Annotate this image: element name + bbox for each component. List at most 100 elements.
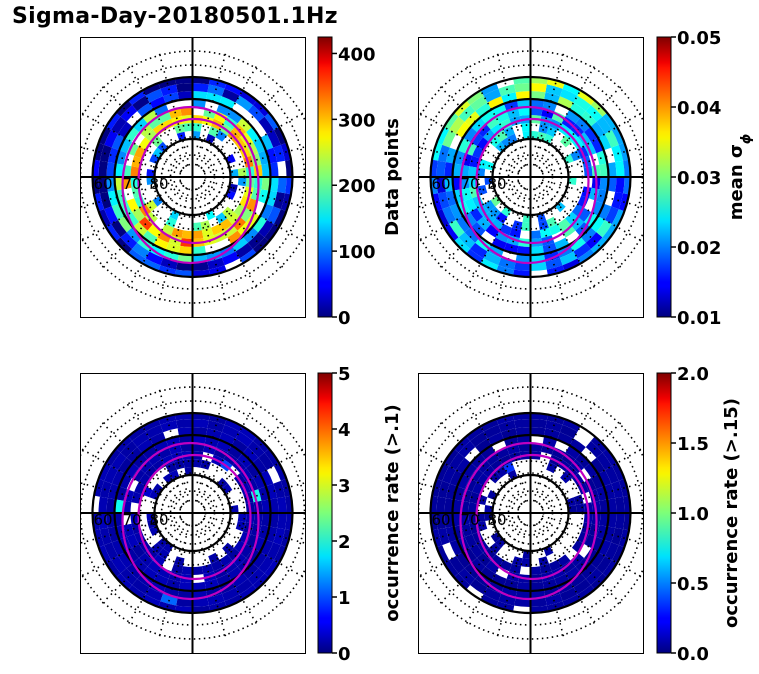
- heatmap-cell: [470, 431, 488, 448]
- heatmap-cell: [483, 465, 496, 479]
- heatmap-cell: [591, 474, 604, 490]
- heatmap-cell: [180, 107, 193, 116]
- heatmap-cell: [106, 513, 116, 528]
- heatmap-cell: [436, 177, 446, 194]
- panel-frame: [418, 37, 644, 318]
- heatmap-cell: [119, 474, 132, 490]
- colorbar-tick-label: 5: [338, 364, 351, 385]
- heatmap-cell: [122, 177, 132, 190]
- heatmap-cell: [539, 563, 552, 575]
- heatmap-cell: [571, 540, 585, 553]
- latitude-label: 70: [123, 511, 142, 529]
- heatmap-cell: [192, 597, 209, 608]
- heatmap-cell: [132, 242, 150, 259]
- meridian-dotted-line: [495, 385, 529, 502]
- heatmap-cell: [160, 593, 178, 606]
- heatmap-cell: [562, 419, 581, 432]
- heatmap-cell: [607, 513, 617, 528]
- meridian-dotted-line: [495, 49, 529, 166]
- colorbar-tick-label: 3: [338, 476, 351, 497]
- heatmap-cell: [602, 560, 618, 578]
- heatmap-cell: [485, 452, 500, 466]
- heatmap-cell: [123, 523, 135, 537]
- heatmap-cell: [495, 212, 508, 224]
- heatmap-cell: [436, 209, 450, 227]
- heatmap-cell: [157, 548, 170, 560]
- heatmap-cell: [530, 427, 546, 437]
- heatmap-cell: [273, 144, 286, 163]
- heatmap-cell: [456, 216, 471, 233]
- heatmap-cell: [128, 426, 146, 441]
- auroral-oval-outer: [121, 441, 260, 601]
- heatmap-cell: [277, 177, 287, 194]
- heatmap-cell: [201, 563, 214, 575]
- heatmap-cell: [615, 160, 625, 177]
- heatmap-cell: [598, 539, 612, 556]
- heatmap-cell: [530, 566, 542, 576]
- heatmap-cell: [596, 556, 612, 574]
- heatmap-cell: [437, 480, 450, 499]
- heatmap-cell: [179, 245, 193, 255]
- heatmap-cell: [468, 502, 478, 513]
- heatmap-cell: [444, 498, 454, 513]
- heatmap-cell: [104, 130, 118, 148]
- heatmap-cell: [267, 542, 281, 560]
- colorbar-tick-label: 2: [338, 532, 351, 553]
- auroral-oval-inner: [475, 453, 590, 581]
- heatmap-cell: [142, 230, 158, 245]
- heatmap-cell: [515, 427, 531, 437]
- heatmap-cell: [575, 503, 585, 513]
- meridian-dotted-line: [463, 522, 526, 628]
- heatmap-cell: [145, 88, 164, 103]
- heatmap-cell: [104, 466, 118, 484]
- heatmap-cell: [518, 107, 531, 116]
- meridian-dotted-line: [80, 518, 183, 579]
- heatmap-cell: [483, 129, 496, 143]
- heatmap-cell: [224, 419, 243, 432]
- heatmap-cell: [153, 439, 169, 453]
- heatmap-cell: [611, 127, 625, 145]
- heatmap-cell: [509, 227, 522, 239]
- heatmap-cell: [443, 560, 459, 578]
- heatmap-cell: [457, 138, 470, 154]
- heatmap-cell: [267, 130, 281, 148]
- heatmap-cell: [239, 249, 257, 264]
- heatmap-cell: [179, 581, 193, 591]
- heatmap-cell: [470, 453, 486, 468]
- heatmap-cell: [149, 244, 166, 258]
- heatmap-cell: [468, 166, 478, 177]
- heatmap-cell: [484, 513, 494, 521]
- heatmap-cell: [128, 90, 146, 105]
- heatmap-cell: [216, 573, 232, 587]
- meridian-dotted-line: [80, 482, 182, 511]
- heatmap-cell: [436, 513, 446, 530]
- heatmap-cell: [530, 443, 543, 452]
- heatmap-cell: [142, 445, 158, 460]
- colorbar-tick-label: 0: [338, 644, 351, 665]
- heatmap-cell: [615, 177, 625, 194]
- heatmap-cell: [239, 90, 257, 105]
- heatmap-cell: [437, 527, 450, 546]
- heatmap-cell: [449, 470, 463, 487]
- meridian-dotted-line: [194, 49, 228, 166]
- meridian-dotted-line: [418, 482, 520, 511]
- heatmap-cell: [442, 466, 456, 484]
- heatmap-cell: [611, 191, 624, 210]
- heatmap-cell: [514, 418, 531, 429]
- polar-panel-1: 60 70 80 0 100 200 300 400 Data points: [80, 36, 403, 329]
- heatmap-cell: [98, 463, 112, 481]
- heatmap-cell: [436, 463, 450, 481]
- heatmap-cell: [485, 560, 500, 574]
- heatmap-cell: [237, 167, 247, 177]
- heatmap-cell: [215, 130, 228, 142]
- heatmap-cell: [260, 539, 274, 556]
- heatmap-cell: [192, 245, 206, 255]
- heatmap-cell: [521, 222, 531, 232]
- heatmap-cell: [562, 258, 581, 271]
- heatmap-cell: [118, 216, 133, 233]
- heatmap-cell: [476, 473, 490, 486]
- latitude-label: 80: [488, 175, 507, 193]
- heatmap-cell: [216, 439, 232, 453]
- heatmap-cell: [530, 418, 547, 429]
- heatmap-cell: [211, 559, 224, 572]
